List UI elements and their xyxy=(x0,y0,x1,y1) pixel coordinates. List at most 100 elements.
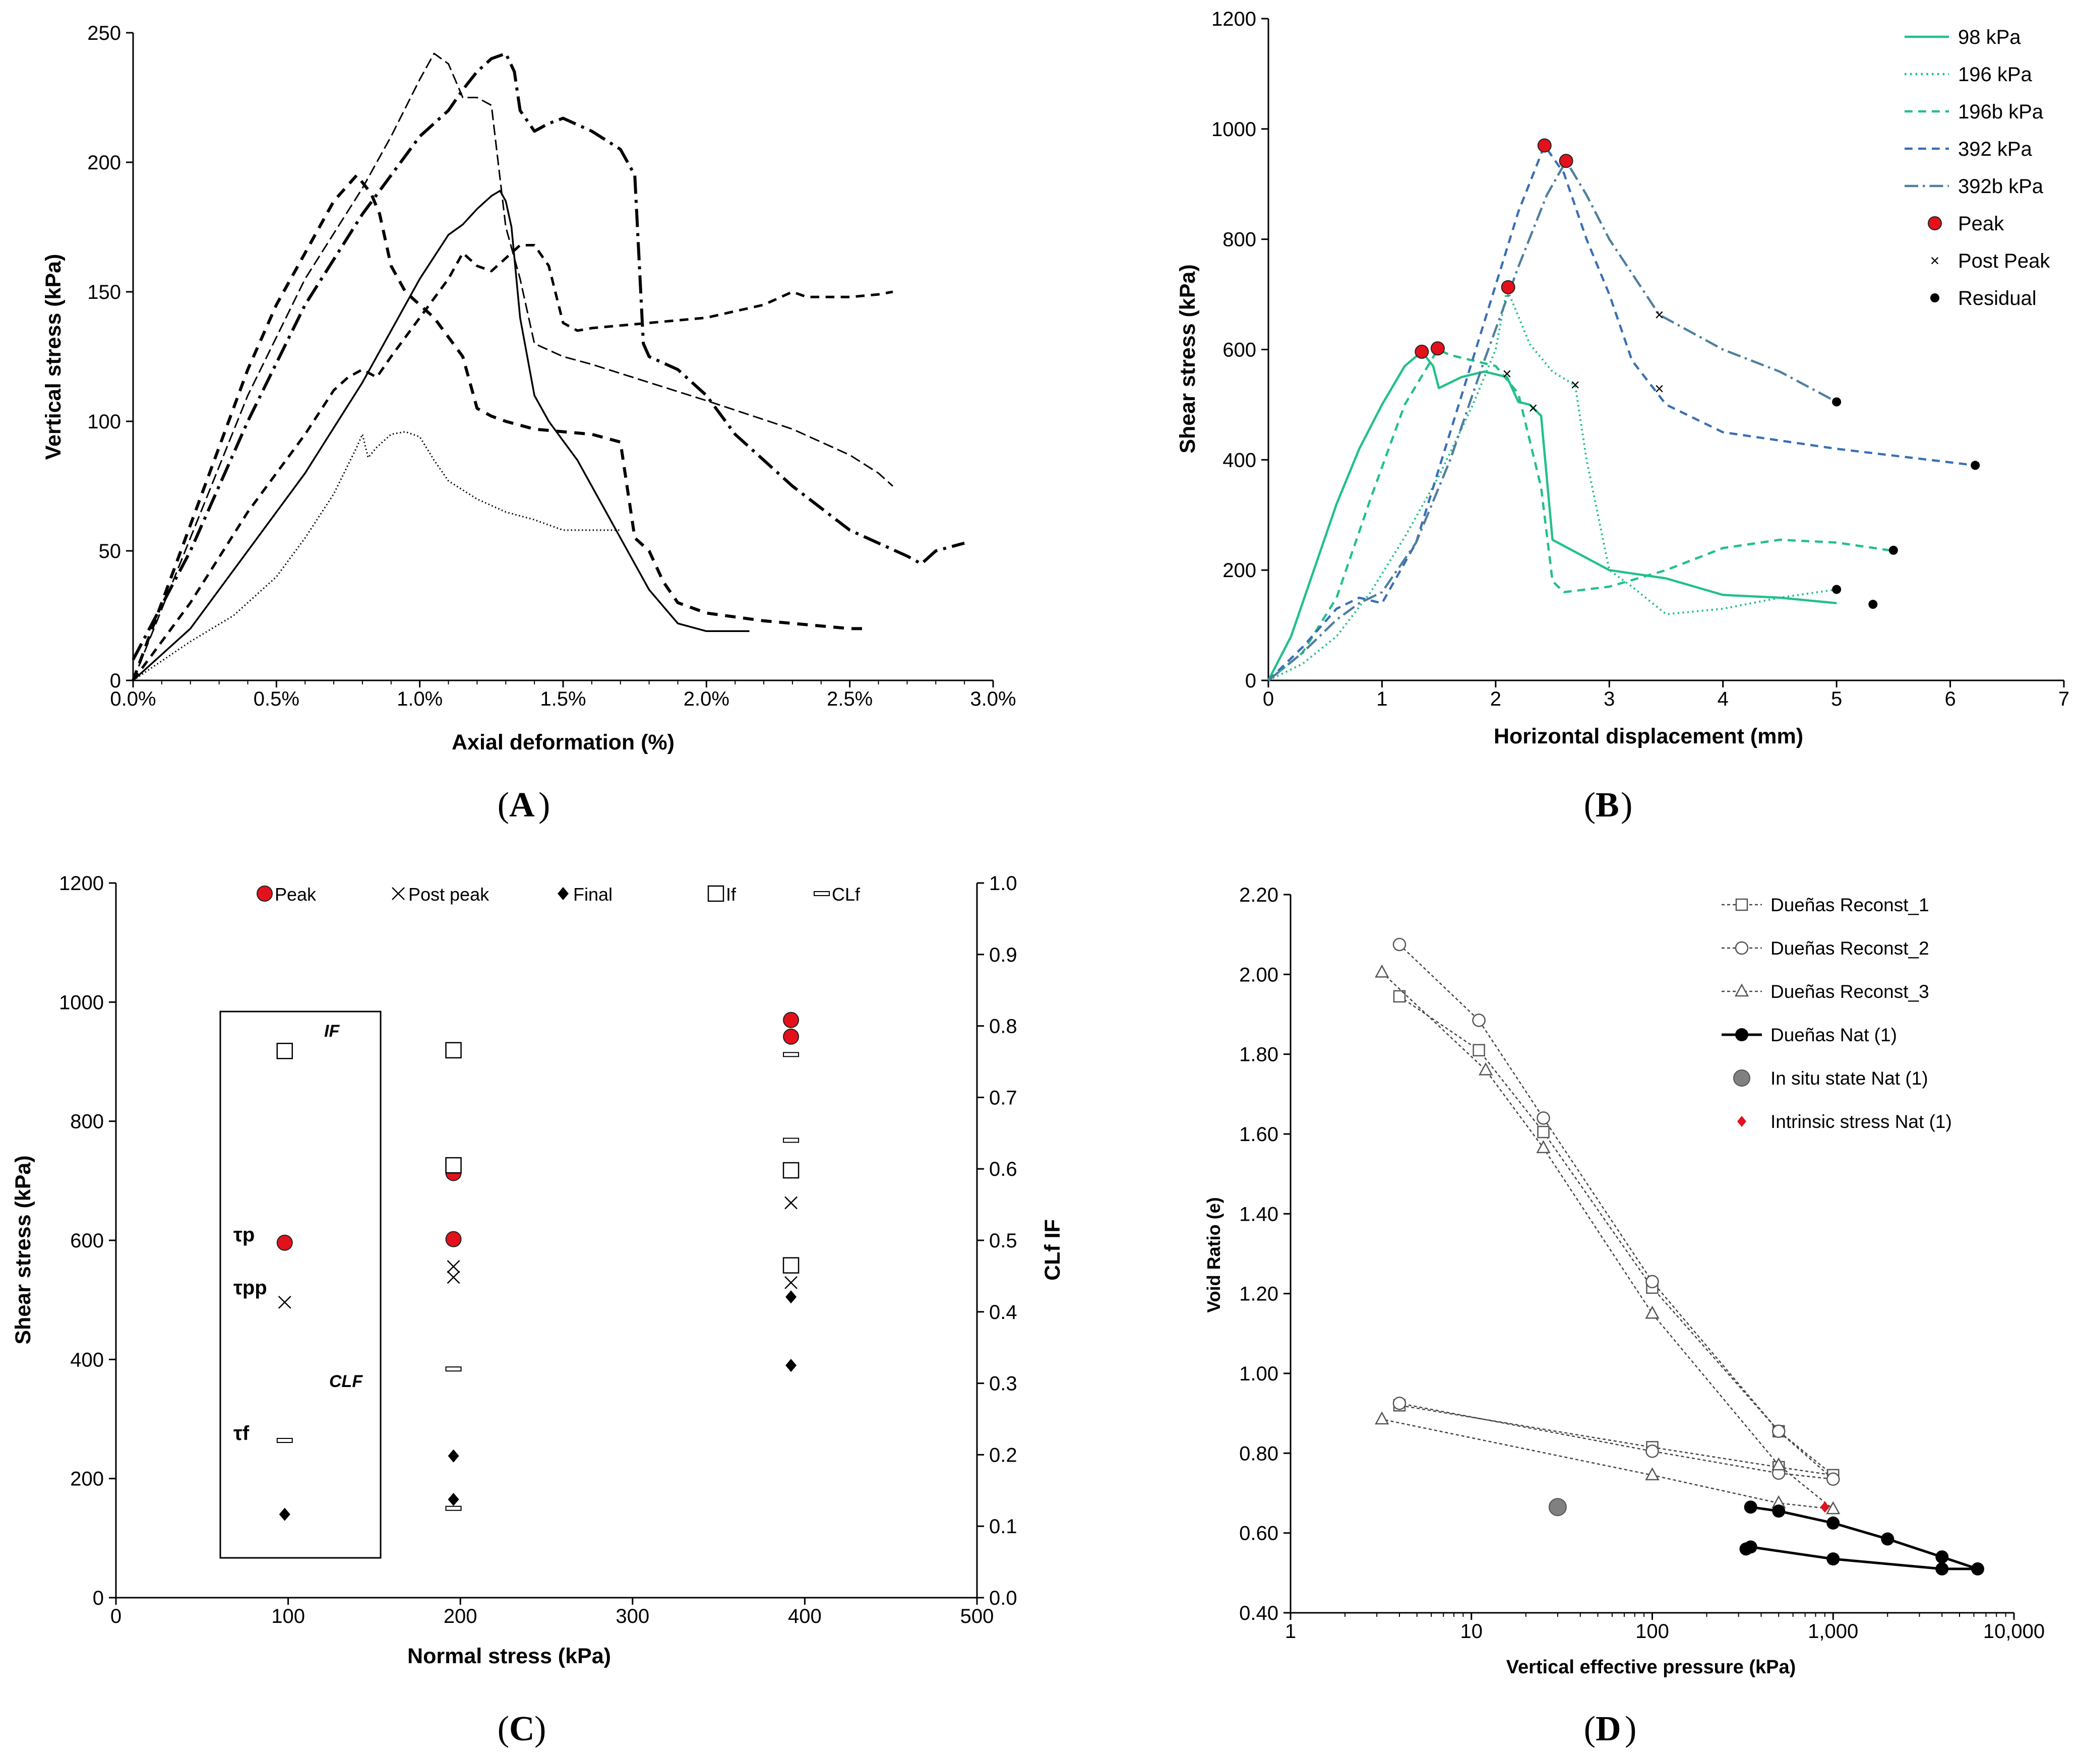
panel-a-x-tick-label: 1.5% xyxy=(540,688,586,710)
panel-d-series-line xyxy=(1399,944,1834,1480)
panel-c-post-peak-marker xyxy=(784,1276,798,1289)
panel-d-chart: 1 10 100 1,000 10,000 0.40 0.60 0.80 1.00 1.20 1.… xyxy=(1203,884,2045,1748)
panel-b-post-peak-marker: × xyxy=(1570,376,1580,394)
panel-c-clf-marker xyxy=(783,1052,800,1057)
panel-c-legend-swatch xyxy=(814,891,830,896)
panel-d-legend-label: Dueñas Reconst_2 xyxy=(1770,938,1929,959)
panel-d-point-marker xyxy=(1645,1275,1659,1289)
panel-d-point-marker xyxy=(1375,964,1389,978)
panel-c-clf-marker xyxy=(276,1438,293,1443)
panel-d-point-marker xyxy=(1881,1532,1894,1546)
panel-a-y-tick-label: 100 xyxy=(87,411,121,433)
panel-c-clf-marker xyxy=(445,1366,462,1372)
svg-text:): ) xyxy=(534,1710,546,1748)
panel-c-legend-swatch-stroke xyxy=(392,887,405,900)
panel-b-y-tick-label: 200 xyxy=(1222,559,1256,582)
panel-c-y-tick-label: 200 xyxy=(70,1468,104,1490)
panel-c-x-tick-label: 100 xyxy=(271,1605,305,1627)
panel-d-legend-label: Dueñas Reconst_1 xyxy=(1770,895,1929,915)
panel-d-y-tick-label: 0.40 xyxy=(1239,1602,1278,1624)
panel-c-if-marker xyxy=(445,1157,462,1174)
panel-c-y2-tick-label: 1.0 xyxy=(989,872,1017,895)
panel-c-post-peak-marker-stroke xyxy=(447,1260,460,1273)
panel-b-residual-marker xyxy=(1888,545,1898,555)
panel-d-series-line xyxy=(1745,1505,1979,1570)
panel-b-series-196b-kPa xyxy=(1267,348,1894,681)
panel-b-legend-label: Peak xyxy=(1958,213,2004,235)
panel-d-legend-swatch xyxy=(1733,1069,1750,1087)
panel-d-point-marker xyxy=(1744,1500,1757,1514)
panel-d-legend-label: Intrinsic stress Nat (1) xyxy=(1770,1111,1952,1132)
panel-c-y2-tick-label: 0.4 xyxy=(989,1301,1017,1324)
panel-a-chart: 0.0% 0.5% 1.0% 1.5% 2.0% 2.5% 3.0% 0 50 100 150 20… xyxy=(41,22,1016,825)
panel-d-point-marker xyxy=(1826,1501,1841,1515)
panel-a-curve-short-dash xyxy=(132,173,865,681)
panel-d-point-marker xyxy=(1772,1424,1786,1438)
panel-b-residual-marker xyxy=(1832,585,1842,594)
panel-c-clf-marker xyxy=(783,1138,800,1143)
panel-c-post-peak-marker xyxy=(278,1296,291,1309)
panel-d-point-marker xyxy=(1536,1140,1551,1153)
panel-a-y-tick-label: 50 xyxy=(99,540,121,562)
panel-b-legend-label: 392 kPa xyxy=(1958,138,2033,160)
panel-c-final-marker xyxy=(448,1449,459,1463)
panel-b-y-tick-label: 800 xyxy=(1222,229,1256,251)
panel-a-curve-solid xyxy=(132,190,750,681)
panel-d-caption: ( D ) xyxy=(1584,1710,1637,1748)
panel-b-caption: ( B ) xyxy=(1584,786,1633,825)
panel-b-x-tick-label: 4 xyxy=(1718,688,1729,710)
panel-b-y-tick-label: 600 xyxy=(1222,339,1256,361)
panel-c-post-peak-marker xyxy=(784,1196,798,1210)
annotation-clf: CLF xyxy=(329,1372,363,1391)
annotation-tau-pp: τpp xyxy=(233,1277,267,1299)
panel-d-y-tick-label: 1.80 xyxy=(1239,1044,1278,1066)
panel-c-annotation-box xyxy=(219,1011,382,1559)
panel-b-x-ticks: 0 1 2 3 4 5 6 7 xyxy=(1263,680,2069,710)
panel-c-peak-marker xyxy=(783,1012,800,1028)
panel-b-x-tick-label: 0 xyxy=(1263,688,1274,710)
panel-b-legend: 98 kPa 196 kPa 196b kPa 392 kPa 392b kPa Peak… xyxy=(1905,26,2050,309)
panel-c-if-marker xyxy=(445,1042,462,1059)
panel-b-series-196-kPa xyxy=(1268,288,1837,681)
panel-d-point-marker xyxy=(1393,990,1406,1003)
panel-d-point-marker xyxy=(1645,1444,1659,1458)
panel-c-post-peak-marker xyxy=(447,1271,460,1284)
panel-c-y2-tick-label: 0.0 xyxy=(989,1587,1017,1609)
panel-b-residual-marker xyxy=(1971,461,1980,470)
panel-c-y2-tick-label: 0.7 xyxy=(989,1087,1017,1109)
panel-a-curve-dotted xyxy=(133,431,621,681)
panel-d-point-marker xyxy=(1392,937,1407,952)
panel-d-point-marker xyxy=(1826,1516,1840,1530)
panel-c-legend-swatch xyxy=(558,887,569,900)
panel-b-legend-swatch xyxy=(1930,293,1939,302)
panel-d-legend-swatch xyxy=(1735,898,1748,911)
panel-a-curve-dash-dot xyxy=(132,52,965,661)
panel-d-point-marker xyxy=(1935,1562,1949,1576)
panel-b-series xyxy=(1267,144,1976,681)
panel-c-legend-label: Final xyxy=(573,884,613,905)
panel-c-if-marker xyxy=(782,1257,800,1274)
panel-d-y-tick-label: 1.00 xyxy=(1239,1363,1278,1385)
panel-b-legend-label: Residual xyxy=(1958,287,2037,309)
panel-a-y-tick-label: 0 xyxy=(110,670,121,692)
panel-a-curve-med-dash xyxy=(132,244,893,681)
panel-d-x-label: Vertical effective pressure (kPa) xyxy=(1506,1657,1796,1678)
panel-b-x-tick-label: 7 xyxy=(2058,688,2069,710)
panel-b-x-label: Horizontal displacement (mm) xyxy=(1494,724,1803,748)
panel-c-y-label: Shear stress (kPa) xyxy=(11,1155,35,1344)
panel-d-legend-label: Dueñas Nat (1) xyxy=(1770,1025,1897,1045)
panel-d-point-marker xyxy=(1971,1562,1985,1576)
panel-c-legend-label: Post peak xyxy=(408,884,490,905)
panel-b-residual-marker xyxy=(1832,397,1842,407)
panel-c-x-ticks: 0 100 200 300 400 500 xyxy=(110,1598,994,1627)
panel-c-legend-label: If xyxy=(726,884,737,905)
panel-a-x-tick-label: 0.0% xyxy=(110,688,156,710)
panel-b-peak-marker xyxy=(1415,344,1429,359)
panel-b-series-392b-kPa xyxy=(1267,160,1838,681)
panel-c-y-tick-label: 0 xyxy=(93,1587,104,1609)
panel-b-peak-marker xyxy=(1430,341,1445,356)
panel-a-x-label: Axial deformation (%) xyxy=(452,730,675,754)
panel-d-legend-swatch xyxy=(1734,983,1749,997)
panel-d-y-tick-label: 0.80 xyxy=(1239,1442,1278,1465)
panel-d-point-marker xyxy=(1826,1552,1840,1566)
